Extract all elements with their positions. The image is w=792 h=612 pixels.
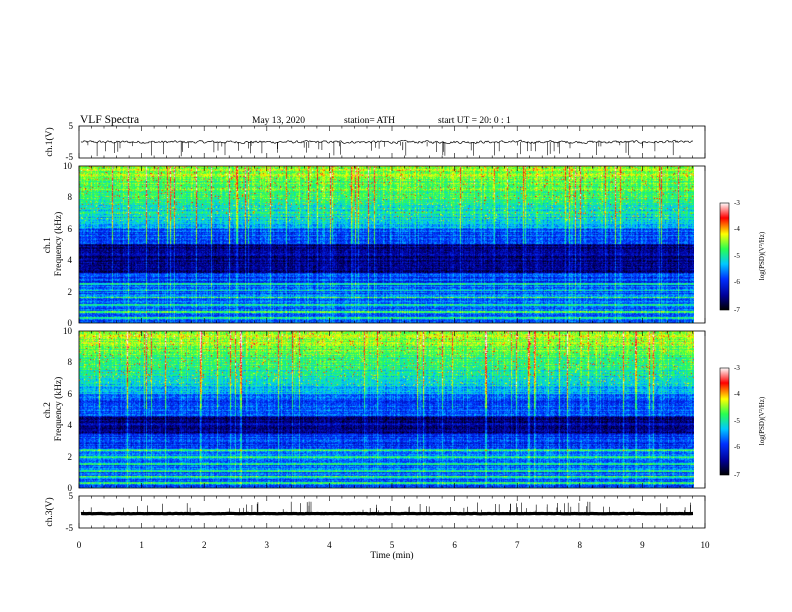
ch1-spectrogram-image bbox=[79, 166, 694, 323]
xtick-label-10: 10 bbox=[701, 540, 711, 550]
ch1-cbar-tick-neg3: -3 bbox=[734, 199, 740, 207]
ch2-ytick-6: 6 bbox=[68, 389, 73, 399]
ch1-spectrogram-ylabel: ch.1 Frequency (kHz) bbox=[43, 212, 64, 277]
ch2-ytick-8: 8 bbox=[68, 357, 73, 367]
ch3-waveform-panel: 5 -5 ch.3(V) bbox=[44, 491, 706, 533]
ch1-ylabel-line2: Frequency (kHz) bbox=[53, 212, 64, 277]
time-axis-ticks bbox=[78, 126, 706, 528]
ch2-ytick-10: 10 bbox=[63, 326, 73, 336]
ch1-colorbar-label: log(PSD)(V²/Hz) bbox=[758, 231, 766, 280]
ch1-ytick-10: 10 bbox=[63, 161, 73, 171]
ch1-cbar-tick-neg4: -4 bbox=[734, 225, 740, 233]
ch2-cbar-tick-neg3: -3 bbox=[734, 364, 740, 372]
xtick-label-7: 7 bbox=[515, 540, 520, 550]
ch1-ytick-2: 2 bbox=[68, 287, 73, 297]
ch1-cbar-tick-neg5: -5 bbox=[734, 252, 740, 260]
ch2-colorbar-label: log(PSD)(V²/Hz) bbox=[758, 396, 766, 445]
ch1-ytick-5: 5 bbox=[69, 121, 74, 131]
xtick-label-5: 5 bbox=[390, 540, 395, 550]
ch2-spectrogram-ylabel: ch.2 Frequency (kHz) bbox=[43, 377, 64, 442]
figure-title: VLF Spectra bbox=[80, 114, 139, 126]
xtick-label-8: 8 bbox=[578, 540, 583, 550]
ch2-colorbar bbox=[719, 367, 730, 476]
time-axis-label: Time (min) bbox=[370, 550, 413, 561]
ch3-waveform-ylabel: ch.3(V) bbox=[44, 497, 55, 526]
ch2-ytick-2: 2 bbox=[68, 452, 73, 462]
ch2-ytick-0: 0 bbox=[68, 483, 73, 493]
ch1-spikes bbox=[87, 142, 674, 157]
ch3-spikes bbox=[83, 501, 691, 514]
ch1-ylabel-line1: ch.1 bbox=[43, 237, 53, 253]
ch1-ytick-neg5: -5 bbox=[66, 152, 74, 162]
ch1-waveform-ylabel: ch.1(V) bbox=[44, 127, 55, 156]
ch2-ylabel-line2: Frequency (kHz) bbox=[53, 377, 64, 442]
ch2-cbar-tick-neg5: -5 bbox=[734, 417, 740, 425]
ch3-ytick-neg5: -5 bbox=[66, 523, 74, 533]
xtick-label-4: 4 bbox=[327, 540, 332, 550]
time-axis-labels: 0 1 2 3 4 5 6 7 8 9 10 Time (min) bbox=[77, 540, 710, 561]
ch1-colorbar bbox=[719, 202, 730, 311]
ch1-ytick-0: 0 bbox=[68, 318, 73, 328]
xtick-label-0: 0 bbox=[77, 540, 82, 550]
ch2-ytick-4: 4 bbox=[68, 420, 73, 430]
ch1-ytick-6: 6 bbox=[68, 224, 73, 234]
ch2-ylabel-line1: ch.2 bbox=[43, 402, 53, 418]
xtick-label-2: 2 bbox=[202, 540, 207, 550]
ch2-cbar-tick-neg6: -6 bbox=[734, 443, 740, 451]
ch1-waveform-trace bbox=[80, 139, 694, 145]
ch1-cbar-tick-neg6: -6 bbox=[734, 278, 740, 286]
xtick-label-1: 1 bbox=[139, 540, 144, 550]
ch2-spectrogram-image bbox=[79, 331, 694, 488]
ch2-cbar-tick-neg7: -7 bbox=[734, 471, 740, 479]
ch2-cbar-tick-neg4: -4 bbox=[734, 390, 740, 398]
ch2-spectrogram-panel: 0 2 4 6 8 10 ch.2 Frequency (kHz) -3 -4 … bbox=[43, 326, 766, 493]
xtick-label-3: 3 bbox=[265, 540, 270, 550]
ch3-ytick-5: 5 bbox=[69, 491, 74, 501]
ch1-cbar-tick-neg7: -7 bbox=[734, 306, 740, 314]
station-label: station= ATH bbox=[344, 116, 395, 126]
ch1-waveform-panel: 5 -5 ch.1(V) bbox=[44, 121, 706, 162]
start-time-label: start UT = 20: 0 : 1 bbox=[438, 116, 511, 126]
xtick-label-6: 6 bbox=[452, 540, 457, 550]
ch1-ytick-8: 8 bbox=[68, 192, 73, 202]
ch1-ytick-4: 4 bbox=[68, 255, 73, 265]
xtick-label-9: 9 bbox=[640, 540, 645, 550]
ch1-spectrogram-panel: 0 2 4 6 8 10 ch.1 Frequency (kHz) -3 -4 … bbox=[43, 161, 766, 328]
date-label: May 13, 2020 bbox=[252, 116, 305, 126]
ch3-waveform-trace bbox=[80, 511, 694, 516]
